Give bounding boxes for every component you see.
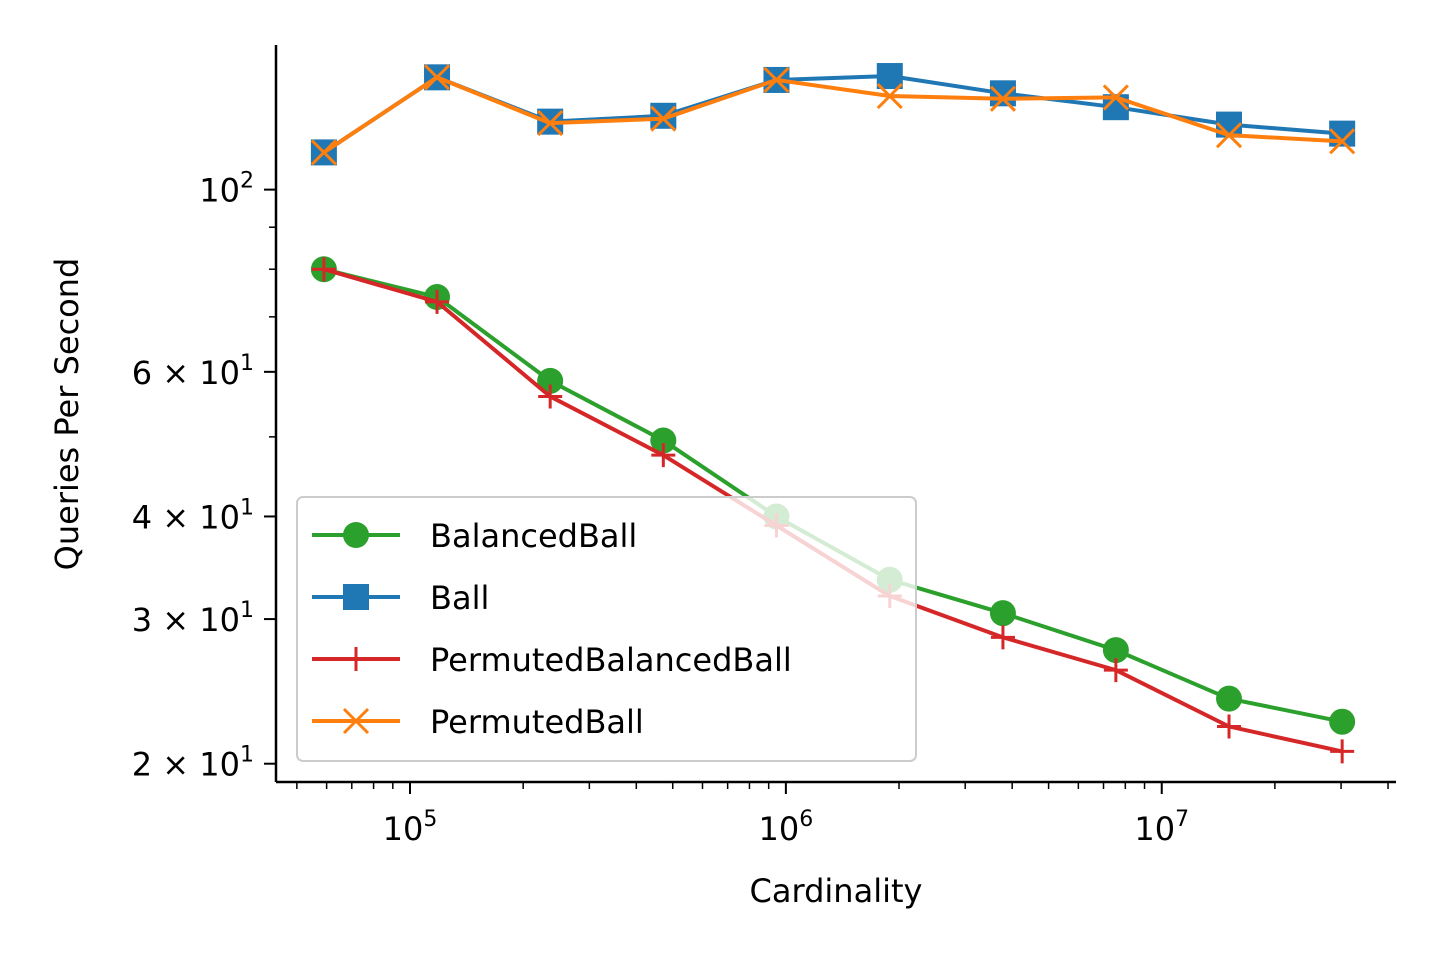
y-tick-label: 4 × 101 [132, 495, 254, 536]
data-point [537, 367, 564, 394]
data-point [423, 64, 451, 91]
legend-item: BalancedBall [312, 517, 637, 555]
legend-swatch-marker [342, 707, 370, 735]
y-tick-label: 3 × 101 [132, 598, 254, 639]
y-axis-title: Queries Per Second [48, 258, 86, 571]
series-permuted-ball [310, 64, 1356, 166]
legend-item: PermutedBalancedBall [312, 641, 792, 679]
data-point [989, 85, 1017, 112]
legend-box [296, 496, 917, 762]
data-point [538, 384, 563, 409]
data-point [1103, 658, 1128, 683]
legend-swatch-marker [343, 522, 369, 548]
data-point [1217, 714, 1242, 739]
legend-swatch-marker [344, 647, 368, 671]
y-tick-label: 2 × 101 [132, 743, 254, 784]
legend-label: BalancedBall [430, 517, 637, 555]
data-point [1215, 122, 1243, 149]
x-tick-label: 106 [759, 807, 814, 848]
series-ball [310, 63, 1356, 166]
legend-item: PermutedBall [312, 703, 644, 741]
legend: BalancedBall Ball PermutedBalancedBall Perm… [296, 496, 917, 762]
data-point [1330, 739, 1355, 764]
data-point [425, 289, 450, 314]
y-tick-label: 102 [199, 169, 254, 210]
data-point [763, 66, 790, 94]
data-point [876, 63, 903, 90]
series-line [322, 75, 1343, 155]
data-point [310, 139, 337, 166]
plot-area [310, 63, 1356, 764]
x-tick-label: 105 [383, 807, 438, 848]
data-point [989, 80, 1016, 107]
data-point [651, 443, 676, 468]
data-point [990, 625, 1015, 650]
x-tick-label: 107 [1134, 807, 1189, 848]
legend-label: PermutedBall [430, 703, 644, 741]
x-axis-title: Cardinality [750, 872, 923, 910]
data-point [650, 105, 677, 132]
data-point [1102, 84, 1129, 111]
legend-label: Ball [430, 579, 489, 617]
data-point [537, 110, 564, 137]
data-point [989, 600, 1016, 627]
y-tick-label: 6 × 101 [132, 351, 254, 392]
legend-item: Ball [312, 579, 489, 617]
data-point [1102, 637, 1129, 664]
data-point [1329, 708, 1356, 735]
data-point [876, 82, 903, 110]
legend-swatch-marker [343, 584, 369, 610]
axes [274, 45, 1396, 784]
data-point [650, 427, 677, 454]
legend-label: PermutedBalancedBall [430, 641, 792, 679]
data-point [1329, 128, 1356, 155]
data-point [311, 257, 336, 282]
data-point [1216, 685, 1243, 712]
ticks: 105 106 107 102 6 × 101 4 × 101 3 × 101 2 × 101 [132, 169, 1389, 848]
